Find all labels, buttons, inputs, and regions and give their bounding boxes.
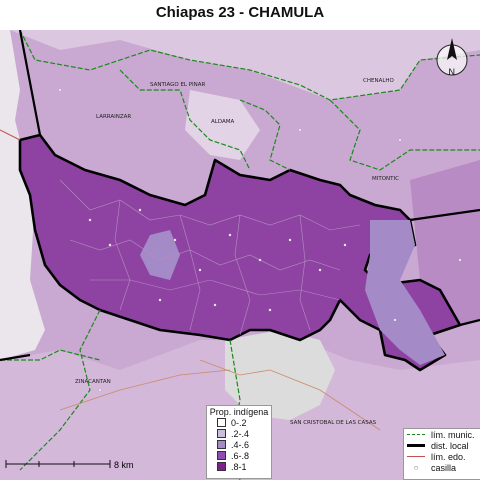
aldama-area — [185, 90, 260, 160]
legend-line-item: lím. munic. — [407, 429, 480, 440]
legend-label: lím. edo. — [431, 451, 466, 462]
legend-line-district — [407, 444, 425, 447]
west-state-area — [0, 30, 45, 360]
muni-label-mitontic: MITONTIC — [372, 176, 399, 182]
state-limit — [0, 129, 21, 141]
district-light-west — [140, 230, 180, 280]
map-title: Chiapas 23 - CHAMULA — [155, 4, 325, 21]
district-chamula — [18, 133, 462, 372]
legend-line-munic — [407, 434, 425, 435]
muni-label-aldama: ALDAMA — [211, 119, 234, 125]
muni-label-zinacantan: ZINACANTAN — [75, 379, 111, 385]
legend-swatch — [217, 429, 226, 438]
legend-indigena-item: .2-.4 — [217, 428, 271, 439]
legend-indigena-title: Prop. indígena — [209, 407, 269, 417]
legend-label: casilla — [431, 462, 457, 473]
legend-label: .8-1 — [231, 461, 247, 472]
north-arrow: N — [434, 34, 470, 82]
muni-label-santiago: SANTIAGO EL PINAR — [150, 82, 206, 88]
legend-label: lím. munic. — [431, 429, 475, 440]
legend-label: .6-.8 — [231, 450, 250, 461]
muni-label-chenalho: CHENALHO — [363, 78, 395, 84]
legend-line-item: dist. local — [407, 440, 480, 451]
legend-lines: lím. munic. dist. local lím. edo. ○ casi… — [403, 428, 480, 480]
legend-swatch — [217, 462, 226, 471]
north-letter: N — [449, 67, 456, 77]
urban-area — [225, 330, 335, 420]
scale-bar: 8 km — [4, 454, 144, 474]
legend-line-state — [407, 456, 425, 457]
roads — [59, 359, 381, 431]
district-boundaries — [0, 30, 480, 362]
legend-swatch — [217, 451, 226, 460]
municipal-limits — [0, 30, 480, 480]
legend-swatch — [217, 440, 226, 449]
map-canvas[interactable]: SANTIAGO EL PINAR CHENALHO LARRAINZAR AL… — [0, 30, 480, 480]
legend-indigena: Prop. indígena 0-.2 .2-.4 .4-.6 .6-.8 .8… — [206, 405, 272, 479]
legend-label: 0-.2 — [231, 417, 247, 428]
casilla-points — [58, 88, 462, 422]
legend-swatch — [217, 418, 226, 427]
legend-indigena-item: 0-.2 — [217, 417, 271, 428]
legend-indigena-item: .8-1 — [217, 461, 271, 472]
legend-indigena-item: .6-.8 — [217, 450, 271, 461]
legend-label: .2-.4 — [231, 428, 250, 439]
muni-label-larrainzar: LARRAINZAR — [96, 114, 131, 120]
scale-label: 8 km — [114, 460, 134, 470]
legend-label: .4-.6 — [231, 439, 250, 450]
legend-line-item: ○ casilla — [413, 462, 457, 473]
legend-line-item: lím. edo. — [407, 451, 480, 462]
muni-label-san-cristobal: SAN CRISTOBAL DE LAS CASAS — [290, 420, 377, 426]
legend-indigena-item: .4-.6 — [217, 439, 271, 450]
internal-boundaries — [59, 179, 361, 336]
north-light-area — [10, 30, 480, 100]
legend-label: dist. local — [431, 440, 469, 451]
district-light-east — [365, 220, 445, 365]
